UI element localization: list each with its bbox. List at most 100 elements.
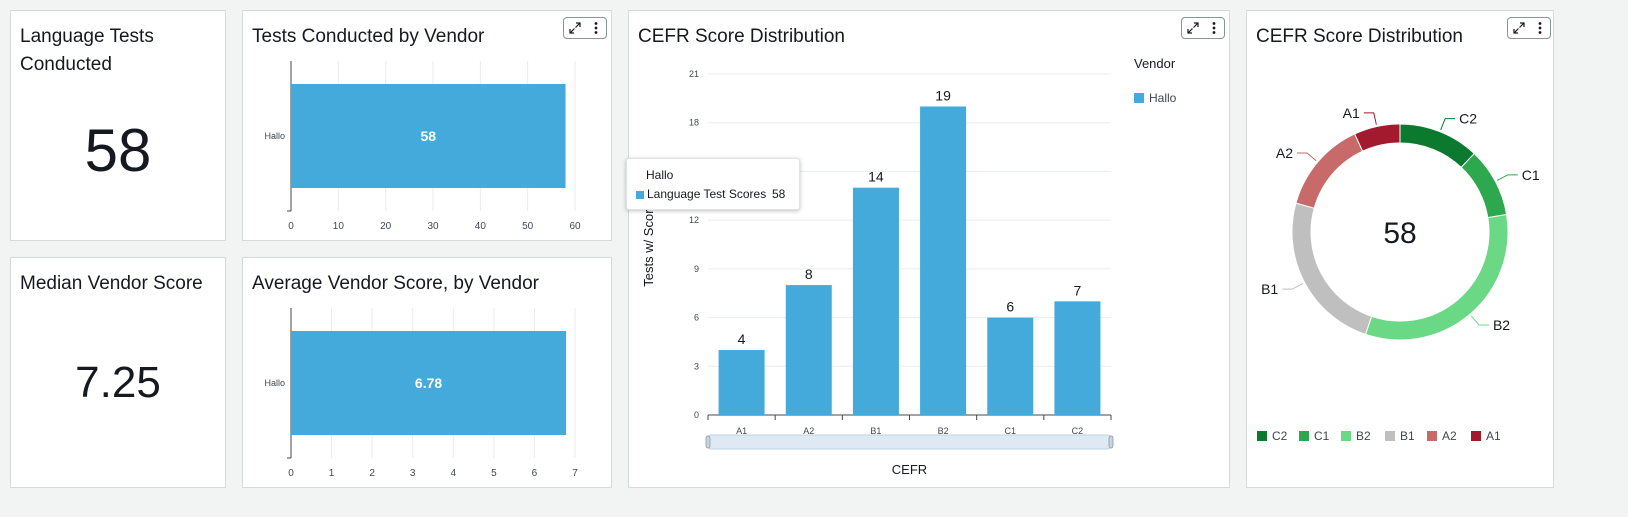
- data-label: 6.78: [415, 375, 442, 391]
- leader-line: [1470, 315, 1489, 326]
- legend-swatch: [1427, 431, 1437, 441]
- donut-slice: [1353, 123, 1401, 152]
- expand-icon[interactable]: [1512, 21, 1526, 35]
- cefr-bar-chart: 0369121518214A18A214B119B26C17C2CEFRTest…: [641, 56, 1177, 477]
- data-label: 58: [420, 128, 436, 144]
- leader-line: [1282, 283, 1304, 290]
- legend-swatch: [1385, 431, 1395, 441]
- kpi-tests-title: Language Tests Conducted: [20, 26, 154, 75]
- y-tick-label: 3: [694, 361, 699, 371]
- legend-title: Vendor: [1134, 56, 1176, 71]
- avg-score-card: Average Vendor Score, by Vendor 0 1 2 3 4 5 6 7…: [242, 257, 612, 488]
- slice-label: A1: [1343, 105, 1360, 121]
- y-tick-label: 9: [694, 264, 699, 274]
- chart-scrollbar: [707, 434, 1112, 450]
- x-tick-label: C1: [1004, 426, 1016, 436]
- legend-label: A1: [1486, 429, 1501, 443]
- bar: [920, 106, 967, 415]
- legend-label: A2: [1442, 429, 1457, 443]
- y-tick-label: Hallo: [264, 378, 285, 388]
- legend-swatch: [1257, 431, 1267, 441]
- bar: [718, 350, 765, 415]
- visual-toolbar: [1181, 17, 1225, 39]
- legend-label: C2: [1272, 429, 1288, 443]
- legend-label: B2: [1356, 429, 1371, 443]
- legend-label: C1: [1314, 429, 1330, 443]
- chart-title: Average Vendor Score, by Vendor: [252, 273, 539, 294]
- legend-label: Hallo: [1149, 91, 1177, 105]
- kpi-tests-value: 58: [84, 117, 152, 184]
- legend-label: B1: [1400, 429, 1415, 443]
- cefr-bar-card: CEFR Score Distribution 0369121518214A18…: [628, 10, 1230, 488]
- more-vertical-icon[interactable]: [1533, 20, 1547, 36]
- chart-title: CEFR Score Distribution: [1256, 26, 1463, 47]
- visual-toolbar: [1507, 17, 1551, 39]
- tests-by-vendor-card: Tests Conducted by Vendor 0 10 20 30 40 50 60 H…: [242, 10, 612, 241]
- cefr-donut-chart: C2 C1 B2 B1 A2 A1 58 C2 C1 B2 B1 A2 A1: [1257, 105, 1540, 443]
- more-vertical-icon[interactable]: [589, 20, 603, 36]
- data-label: 19: [935, 87, 951, 103]
- expand-icon[interactable]: [568, 21, 582, 35]
- x-tick-label: 7: [572, 468, 578, 479]
- tooltip-value: 58: [772, 187, 786, 201]
- data-label: 8: [805, 266, 813, 282]
- y-tick-label: 18: [689, 118, 699, 128]
- bar: [291, 84, 566, 188]
- legend-swatch: [1341, 431, 1351, 441]
- tooltip-label: Language Test Scores: [647, 187, 767, 201]
- donut-center-label: 58: [1383, 217, 1416, 250]
- y-tick-label: 12: [689, 215, 699, 225]
- bar: [785, 285, 832, 415]
- x-axis-title: CEFR: [892, 462, 927, 477]
- legend-swatch: [1134, 93, 1144, 103]
- x-tick-label: 5: [491, 468, 497, 479]
- x-tick-label: 1: [329, 468, 335, 479]
- slice-label: A2: [1276, 145, 1293, 161]
- scrollbar-handle-right: [1108, 435, 1114, 449]
- chart-tooltip: Hallo Language Test Scores 58: [626, 158, 800, 210]
- donut-slice: [1460, 152, 1508, 219]
- x-tick-label: 3: [410, 468, 416, 479]
- legend-swatch: [1299, 431, 1309, 441]
- data-label: 7: [1074, 282, 1082, 298]
- bar: [852, 187, 899, 415]
- leader-line: [1440, 118, 1456, 130]
- bar: [291, 331, 567, 435]
- kpi-card-tests: Language Tests Conducted 58: [10, 10, 226, 241]
- visual-toolbar: [563, 17, 607, 39]
- x-tick-label: 6: [532, 468, 538, 479]
- scrollbar-handle-left: [705, 435, 711, 449]
- y-tick-label: 21: [689, 69, 699, 79]
- x-tick-label: 40: [475, 221, 487, 232]
- slice-label: C2: [1459, 111, 1477, 127]
- leader-line: [1363, 112, 1377, 125]
- data-label: 6: [1006, 299, 1014, 315]
- x-tick-label: A2: [803, 426, 814, 436]
- x-tick-label: 2: [369, 468, 375, 479]
- slice-label: B1: [1261, 281, 1278, 297]
- x-tick-label: 30: [427, 221, 439, 232]
- x-tick-label: A1: [736, 426, 747, 436]
- y-tick-label: 6: [694, 313, 699, 323]
- donut-slice: [1291, 202, 1373, 335]
- slice-label: B2: [1493, 317, 1510, 333]
- x-tick-label: 20: [380, 221, 392, 232]
- x-tick-label: 10: [333, 221, 345, 232]
- leader-line: [1496, 174, 1518, 181]
- bar: [1054, 301, 1101, 415]
- cefr-donut-card: CEFR Score Distribution C2 C1 B2 B1 A2 A1 58 C2…: [1246, 10, 1554, 488]
- kpi-median-title: Median Vendor Score: [20, 273, 203, 294]
- y-axis-title: Tests w/ Score: [641, 202, 656, 287]
- data-label: 4: [738, 331, 746, 347]
- tooltip-title: Hallo: [646, 168, 674, 182]
- x-tick-label: 60: [569, 221, 581, 232]
- expand-icon[interactable]: [1186, 21, 1200, 35]
- donut-slice: [1295, 133, 1364, 209]
- chart-title: CEFR Score Distribution: [638, 26, 845, 47]
- donut-slice: [1399, 123, 1475, 169]
- tooltip-swatch: [636, 191, 644, 199]
- leader-line: [1297, 152, 1317, 162]
- more-vertical-icon[interactable]: [1207, 20, 1221, 36]
- chart-title: Tests Conducted by Vendor: [252, 26, 485, 47]
- x-tick-label: B2: [938, 426, 949, 436]
